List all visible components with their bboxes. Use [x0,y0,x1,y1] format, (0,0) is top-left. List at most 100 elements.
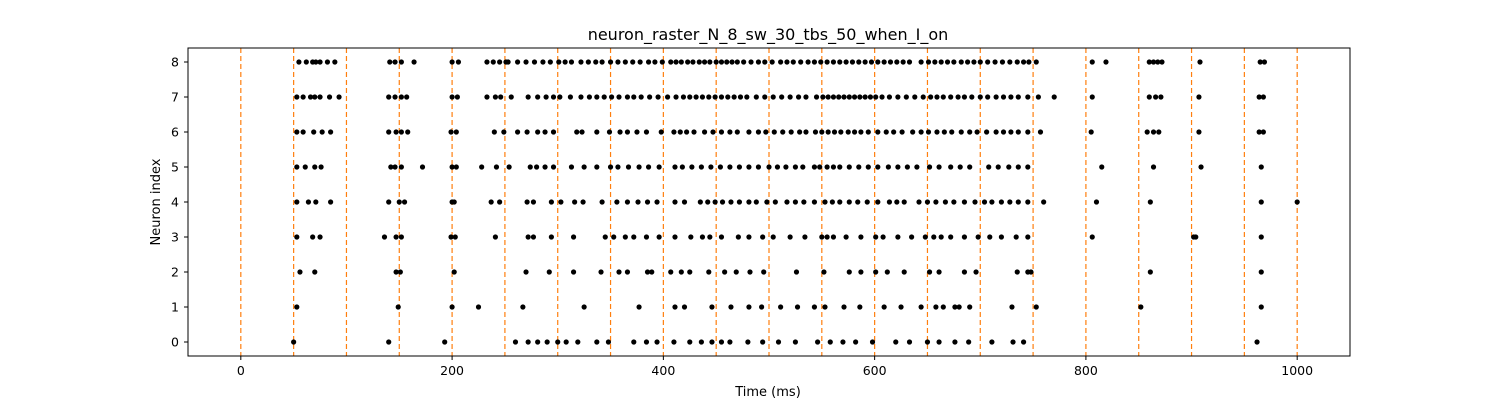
spike-n3-40 [931,234,937,240]
spike-n4-18 [614,199,620,205]
spike-n8-86 [977,59,983,65]
spike-n4-35 [784,199,790,205]
spike-n0-36 [989,339,995,345]
spike-n6-6 [393,129,399,135]
spike-n8-93 [1026,59,1032,65]
spike-n7-47 [753,94,759,100]
spike-n7-74 [940,94,946,100]
spike-n2-2 [393,269,399,275]
spike-n8-92 [1020,59,1027,65]
spike-n5-16 [550,164,557,170]
spike-n8-25 [568,59,575,65]
spike-n0-22 [760,339,766,345]
spike-n7-36 [680,94,687,100]
spike-n6-53 [875,129,881,135]
spike-n7-82 [1000,94,1007,100]
spike-n3-4 [393,234,399,240]
spike-n5-40 [800,164,806,170]
spike-n4-9 [488,199,494,205]
spike-n5-62 [1015,164,1021,170]
spike-n3-6 [448,234,454,240]
spike-n6-32 [710,129,716,135]
spike-n0-32 [924,339,931,345]
spike-n2-16 [706,269,712,275]
spike-n7-61 [851,94,858,100]
spike-n4-39 [822,199,828,205]
spike-n7-87 [1051,94,1057,100]
spike-n3-44 [975,234,981,240]
spike-n7-48 [762,94,768,100]
spike-n4-10 [497,199,503,205]
spike-n7-23 [578,94,584,100]
spike-n0-6 [544,339,550,345]
spike-n0-8 [563,339,569,345]
spike-n5-64 [1099,164,1105,170]
spike-n4-28 [719,199,726,205]
spike-n8-41 [685,59,691,65]
spike-n6-58 [918,129,924,135]
spike-n0-33 [936,339,942,345]
spike-n7-8 [392,94,398,100]
spike-n5-5 [392,164,398,170]
spike-n8-24 [562,59,568,65]
spike-n0-26 [827,339,833,345]
spike-n5-31 [717,164,724,170]
spike-n2-31 [973,269,979,275]
spike-n6-9 [448,129,454,135]
spike-n8-30 [607,59,614,65]
spike-n8-31 [615,59,621,65]
spike-n8-18 [514,59,521,65]
spike-n8-38 [668,59,674,65]
spike-n8-11 [449,59,455,65]
spike-n4-49 [916,199,922,205]
spike-n5-33 [736,164,743,170]
spike-n8-97 [1146,59,1152,65]
spike-n1-4 [520,304,526,310]
spike-n8-59 [798,59,804,65]
spike-n7-73 [934,94,940,100]
spike-n5-50 [885,164,891,170]
x-tick-label-800: 800 [1074,363,1098,378]
spike-n0-34 [952,339,958,345]
spike-n6-24 [634,129,640,135]
spike-n1-7 [672,304,678,310]
spike-n0-7 [555,339,561,345]
spike-n5-49 [875,164,881,170]
spike-n2-10 [624,269,631,275]
spike-n4-26 [705,199,711,205]
spike-n1-26 [967,304,973,310]
spike-n1-29 [1138,304,1144,310]
spike-n6-69 [1008,129,1014,135]
spike-n7-76 [955,94,961,100]
spike-n2-32 [1014,269,1020,275]
spike-n6-77 [1196,129,1202,135]
chart-title: neuron_raster_N_8_sw_30_tbs_50_when_I_on [588,25,949,45]
spike-n0-38 [1020,339,1027,345]
spike-n6-35 [734,129,740,135]
spike-n6-25 [643,129,650,135]
spike-n8-43 [696,59,702,65]
spike-n7-83 [1008,94,1014,100]
spike-n1-8 [681,304,688,310]
spike-n5-65 [1150,164,1157,170]
spike-n5-46 [846,164,852,170]
spike-n7-22 [567,94,574,100]
spike-n4-5 [396,199,402,205]
spike-n5-24 [645,164,652,170]
spike-n6-39 [771,129,777,135]
spike-n6-22 [617,129,623,135]
spike-n2-21 [793,269,800,275]
spike-n7-49 [770,94,776,100]
spike-n8-62 [818,59,824,65]
spike-n7-51 [787,94,793,100]
spike-n7-0 [294,94,300,100]
spike-n1-20 [898,304,904,310]
spike-n4-4 [386,199,392,205]
spike-n1-2 [449,304,455,310]
spike-n7-79 [977,94,983,100]
spike-n0-30 [893,339,899,345]
spike-n7-92 [1196,94,1202,100]
spike-n1-12 [759,304,765,310]
x-axis-label: Time (ms) [734,385,801,400]
spike-n3-33 [843,234,849,240]
